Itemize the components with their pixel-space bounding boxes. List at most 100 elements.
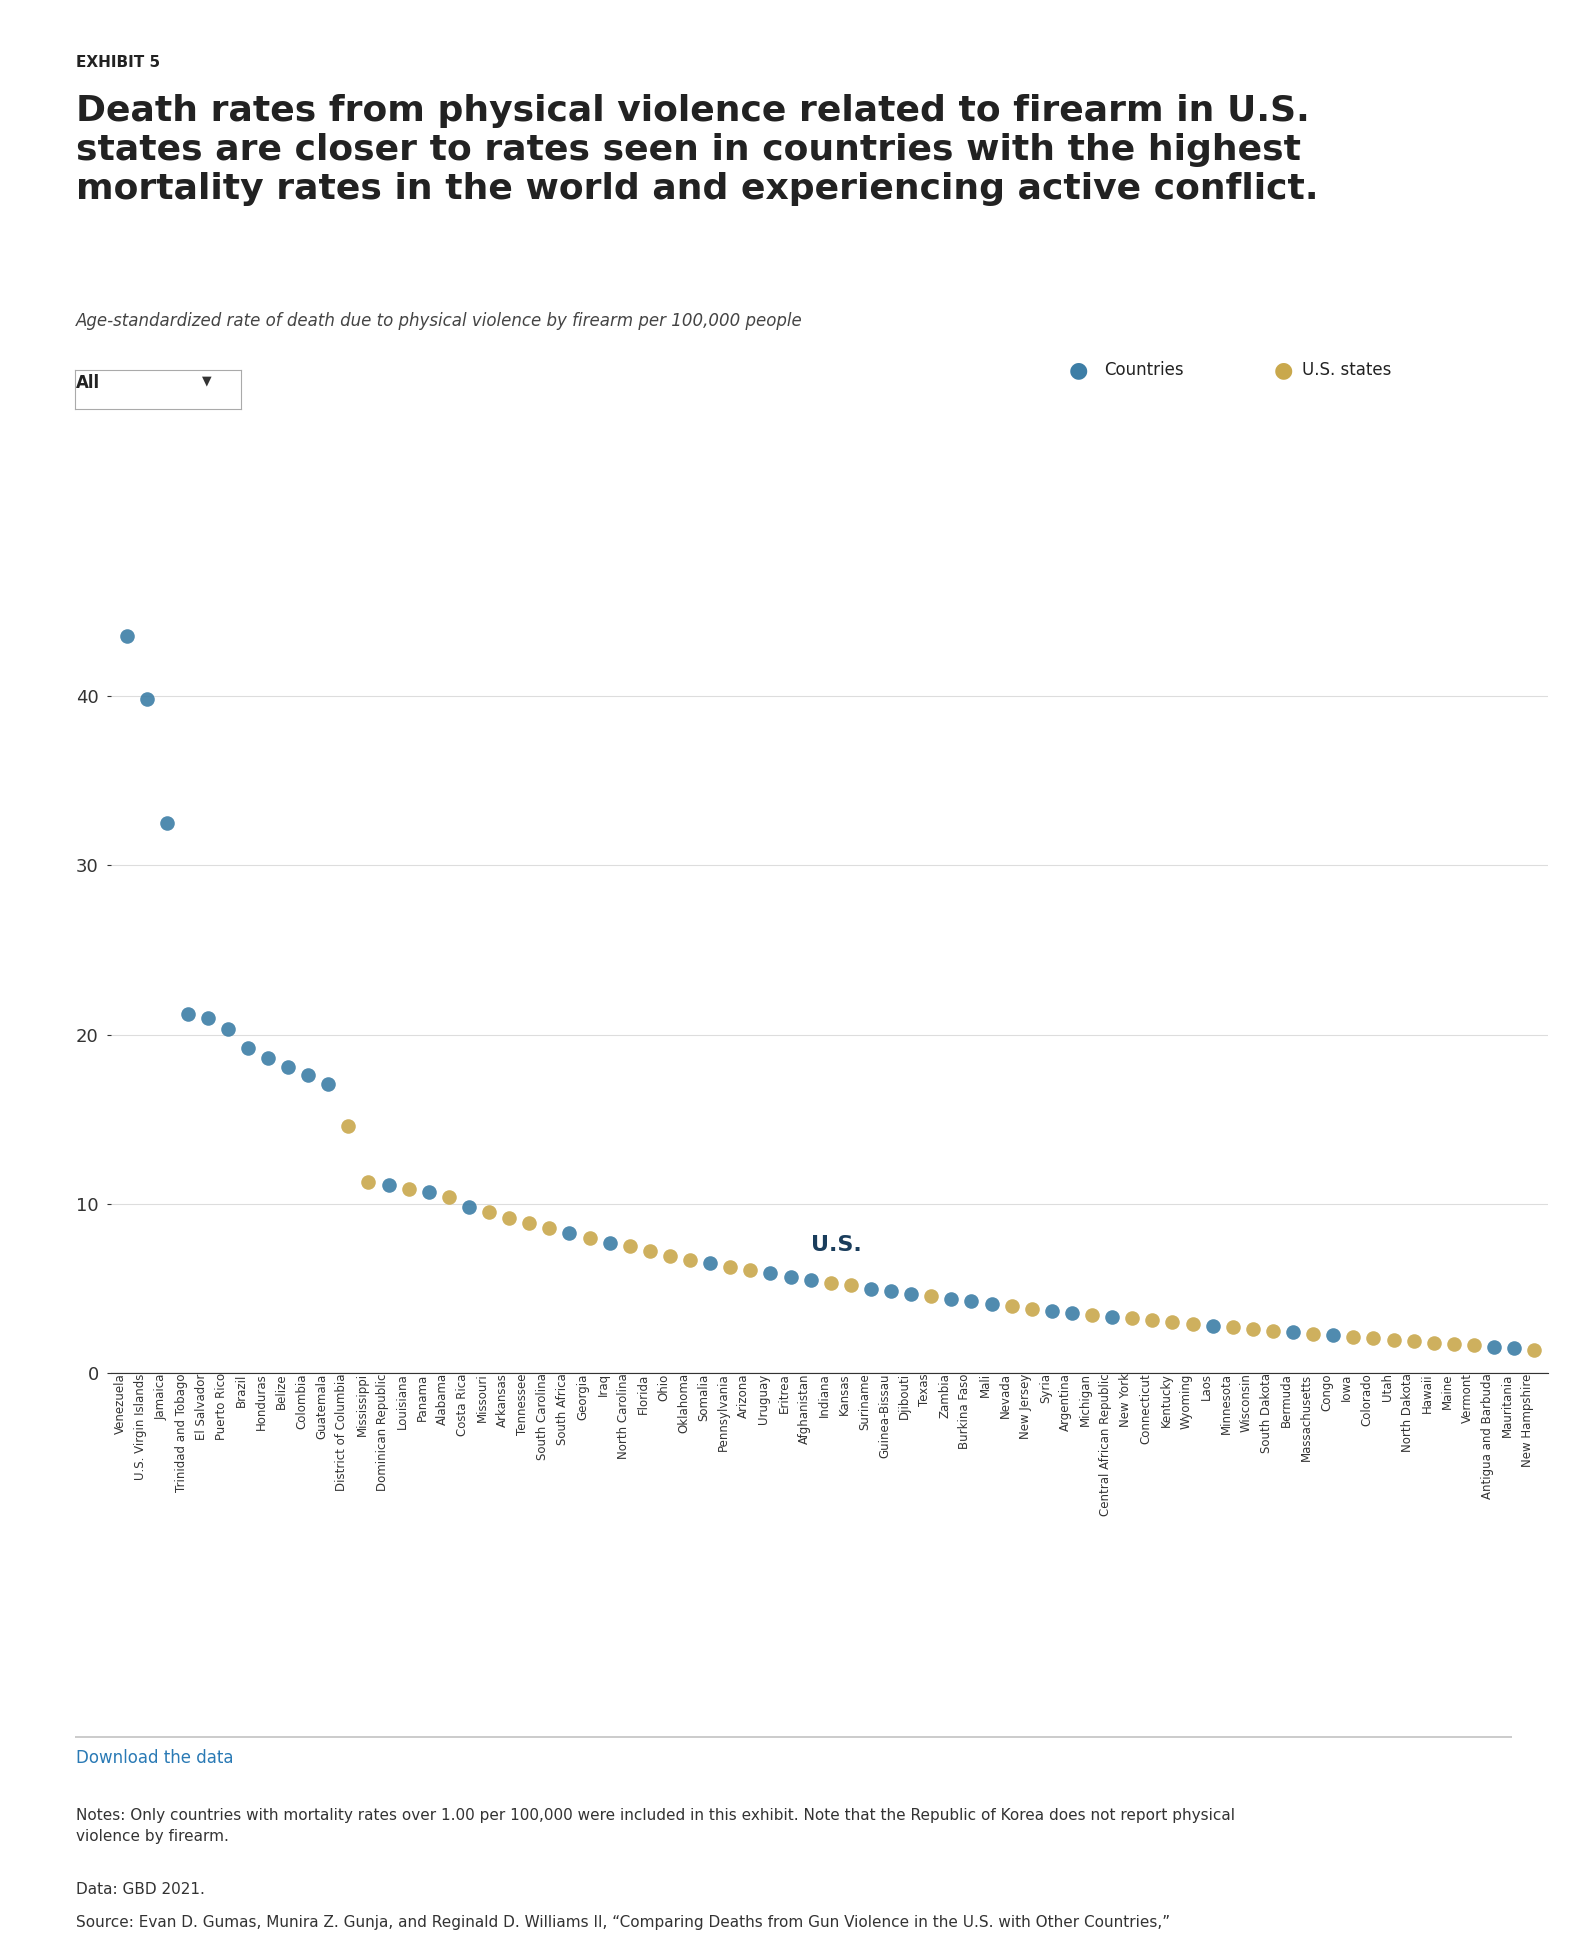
Text: Syria: Syria — [1039, 1373, 1051, 1403]
Text: Countries: Countries — [1104, 360, 1183, 380]
Point — [316, 1068, 341, 1099]
Text: Argentina: Argentina — [1059, 1373, 1072, 1432]
Text: Trinidad and Tobago: Trinidad and Tobago — [175, 1373, 187, 1492]
Text: Somalia: Somalia — [697, 1373, 710, 1420]
Point — [256, 1042, 281, 1073]
Point — [878, 1276, 904, 1307]
Text: Eritrea: Eritrea — [778, 1373, 791, 1412]
Text: Michigan: Michigan — [1078, 1373, 1093, 1426]
Point — [154, 806, 179, 838]
Text: Indiana: Indiana — [818, 1373, 831, 1416]
Text: Congo: Congo — [1320, 1373, 1334, 1410]
Text: All: All — [76, 374, 100, 392]
Text: Mali: Mali — [978, 1373, 991, 1397]
Text: Wisconsin: Wisconsin — [1240, 1373, 1253, 1432]
Text: Puerto Rico: Puerto Rico — [214, 1373, 227, 1440]
Point — [576, 1221, 602, 1253]
Text: Arkansas: Arkansas — [495, 1373, 510, 1428]
Point — [657, 1241, 683, 1272]
Text: Honduras: Honduras — [256, 1373, 268, 1430]
Point — [1461, 1330, 1486, 1362]
Point — [818, 1266, 843, 1297]
Point — [1180, 1309, 1205, 1340]
Text: Bermuda: Bermuda — [1280, 1373, 1293, 1428]
Text: Guatemala: Guatemala — [316, 1373, 329, 1438]
Point — [235, 1032, 260, 1064]
Text: Utah: Utah — [1380, 1373, 1394, 1401]
Point — [1120, 1303, 1145, 1334]
Text: South Carolina: South Carolina — [537, 1373, 549, 1461]
Text: Tennessee: Tennessee — [516, 1373, 529, 1436]
Text: U.S. states: U.S. states — [1302, 360, 1391, 380]
Text: Data: GBD 2021.: Data: GBD 2021. — [76, 1882, 205, 1897]
Text: Texas: Texas — [918, 1373, 931, 1406]
Text: Brazil: Brazil — [235, 1373, 248, 1406]
Text: North Carolina: North Carolina — [616, 1373, 630, 1459]
Text: Missouri: Missouri — [476, 1373, 489, 1422]
Point — [959, 1286, 985, 1317]
Point — [899, 1278, 924, 1309]
Point — [838, 1270, 864, 1301]
Point — [1340, 1321, 1366, 1352]
Point — [678, 1245, 703, 1276]
Text: Death rates from physical violence related to firearm in U.S.
states are closer : Death rates from physical violence relat… — [76, 94, 1318, 206]
Text: Iowa: Iowa — [1340, 1373, 1353, 1401]
Point — [1521, 1334, 1547, 1366]
Text: Djibouti: Djibouti — [899, 1373, 912, 1420]
Text: EXHIBIT 5: EXHIBIT 5 — [76, 55, 160, 70]
Point — [618, 1231, 643, 1262]
Text: Laos: Laos — [1199, 1373, 1213, 1401]
Point — [175, 999, 200, 1030]
Point — [114, 621, 140, 653]
Point — [1401, 1325, 1426, 1356]
Point — [416, 1177, 441, 1208]
Point — [1501, 1332, 1526, 1364]
Point — [637, 1235, 662, 1266]
Point — [1140, 1305, 1166, 1336]
Text: Suriname: Suriname — [858, 1373, 870, 1430]
Text: Connecticut: Connecticut — [1139, 1373, 1153, 1443]
Point — [1080, 1299, 1105, 1330]
Text: Arizona: Arizona — [737, 1373, 751, 1418]
Point — [1382, 1325, 1407, 1356]
Text: Iraq: Iraq — [597, 1373, 610, 1397]
Point — [1059, 1297, 1085, 1329]
Text: South Africa: South Africa — [556, 1373, 570, 1445]
Text: Kansas: Kansas — [838, 1373, 851, 1414]
Point — [395, 1173, 421, 1204]
Point — [356, 1167, 381, 1198]
Point — [697, 1247, 723, 1278]
Point — [537, 1212, 562, 1243]
Point — [1321, 1319, 1347, 1350]
Text: Georgia: Georgia — [576, 1373, 589, 1420]
Point — [1039, 1295, 1064, 1327]
Point — [135, 684, 160, 715]
Text: Colorado: Colorado — [1361, 1373, 1374, 1426]
Point — [939, 1284, 964, 1315]
Point — [597, 1227, 622, 1258]
Text: Ohio: Ohio — [657, 1373, 670, 1401]
Point — [858, 1274, 883, 1305]
Text: Source: Evan D. Gumas, Munira Z. Gunja, and Reginald D. Williams II, “Comparing : Source: Evan D. Gumas, Munira Z. Gunja, … — [76, 1915, 1170, 1930]
Text: Download the data: Download the data — [76, 1749, 233, 1767]
Text: Panama: Panama — [416, 1373, 429, 1420]
Text: Massachusetts: Massachusetts — [1301, 1373, 1313, 1461]
Text: Antigua and Barbuda: Antigua and Barbuda — [1482, 1373, 1494, 1500]
Point — [195, 1001, 221, 1032]
Text: Mauritania: Mauritania — [1501, 1373, 1513, 1438]
Point — [214, 1013, 240, 1044]
Point — [497, 1202, 522, 1233]
Text: Burkina Faso: Burkina Faso — [959, 1373, 972, 1449]
Text: ▼: ▼ — [202, 374, 211, 388]
Point — [437, 1182, 462, 1214]
Text: Uruguay: Uruguay — [757, 1373, 770, 1424]
Text: Jamaica: Jamaica — [154, 1373, 167, 1420]
Text: District of Columbia: District of Columbia — [335, 1373, 348, 1490]
Point — [1301, 1319, 1326, 1350]
Point — [999, 1292, 1024, 1323]
Text: Minnesota: Minnesota — [1220, 1373, 1232, 1434]
Point — [1159, 1307, 1185, 1338]
Text: Mississippi: Mississippi — [356, 1373, 368, 1436]
Text: New Jersey: New Jersey — [1019, 1373, 1032, 1440]
Point — [1261, 1315, 1286, 1346]
